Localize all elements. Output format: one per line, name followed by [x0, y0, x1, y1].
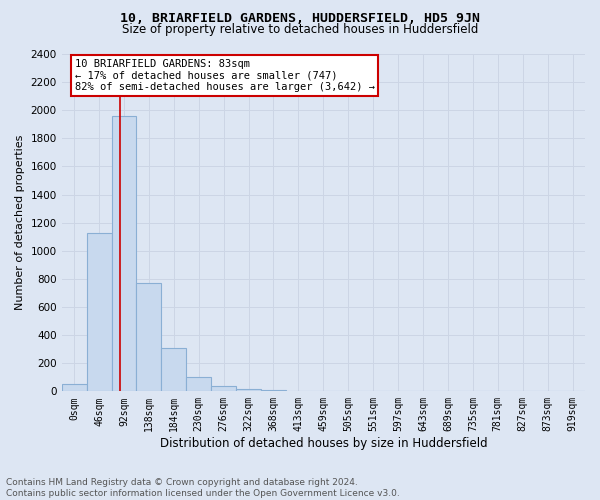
Bar: [62, 384, 86, 392]
Bar: [286, 391, 311, 392]
Bar: [186, 378, 211, 392]
Bar: [261, 390, 286, 392]
Text: Contains HM Land Registry data © Crown copyright and database right 2024.
Contai: Contains HM Land Registry data © Crown c…: [6, 478, 400, 498]
Bar: [211, 386, 236, 392]
Text: 10 BRIARFIELD GARDENS: 83sqm
← 17% of detached houses are smaller (747)
82% of s: 10 BRIARFIELD GARDENS: 83sqm ← 17% of de…: [75, 59, 375, 92]
Text: 10, BRIARFIELD GARDENS, HUDDERSFIELD, HD5 9JN: 10, BRIARFIELD GARDENS, HUDDERSFIELD, HD…: [120, 12, 480, 24]
Bar: [86, 232, 112, 392]
Bar: [136, 283, 161, 392]
X-axis label: Distribution of detached houses by size in Huddersfield: Distribution of detached houses by size …: [160, 437, 487, 450]
Y-axis label: Number of detached properties: Number of detached properties: [15, 135, 25, 310]
Text: Size of property relative to detached houses in Huddersfield: Size of property relative to detached ho…: [122, 22, 478, 36]
Bar: [112, 116, 136, 392]
Bar: [236, 389, 261, 392]
Bar: [161, 348, 186, 392]
